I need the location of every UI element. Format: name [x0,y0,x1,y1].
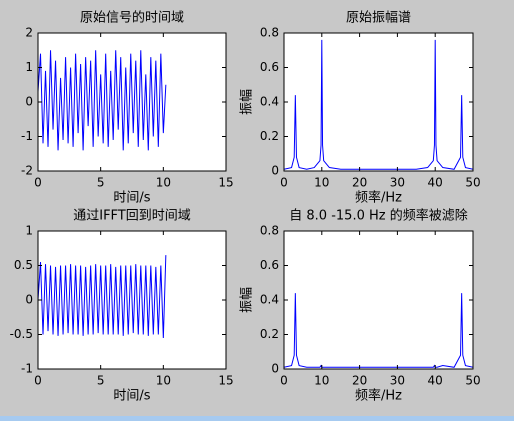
x-tick-label: 0 [34,374,42,388]
x-tick-label: 20 [352,176,367,190]
x-tick-label: 10 [314,374,329,388]
y-tick-label: 2 [25,26,33,40]
x-tick-label: 30 [390,176,405,190]
plot-area [284,231,473,369]
x-tick-label: 15 [218,374,233,388]
y-tick-label: 0.4 [260,95,279,109]
x-axis-label: 时间/s [113,389,150,404]
x-tick-label: 10 [156,176,171,190]
y-tick-label: 0 [25,293,33,307]
chart-title: 通过IFFT回到时间域 [73,209,191,224]
y-tick-label: 0.8 [260,224,279,238]
x-tick-label: 50 [465,176,480,190]
y-axis-label: 振幅 [240,287,255,313]
x-axis-label: 频率/Hz [355,190,402,206]
y-tick-label: -1 [21,362,33,376]
y-tick-label: -1 [21,129,33,143]
x-tick-label: 5 [97,176,105,190]
x-tick-label: 10 [314,176,329,190]
chart-title: 原始信号的时间域 [80,10,184,26]
x-tick-label: 50 [465,374,480,388]
x-tick-label: 5 [97,374,105,388]
y-tick-label: 0.4 [260,293,279,307]
x-axis-label: 时间/s [113,191,150,206]
window-edge [0,416,514,421]
x-tick-label: 40 [428,176,443,190]
chart-title: 自 8.0 -15.0 Hz 的频率被滤除 [289,208,467,224]
y-tick-label: 0 [271,164,279,178]
y-tick-label: 0 [25,95,33,109]
y-tick-label: 1 [25,224,33,238]
data-line [283,293,474,368]
y-tick-label: 1 [25,60,33,74]
y-tick-label: 0.8 [260,26,279,40]
x-axis-label: 频率/Hz [355,388,402,404]
x-tick-label: 30 [390,374,405,388]
x-tick-label: 0 [34,176,42,190]
y-tick-label: 0.2 [260,327,279,341]
x-tick-label: 0 [280,374,288,388]
y-tick-label: -2 [21,164,33,178]
data-line [283,39,474,170]
y-tick-label: 0 [271,362,279,376]
x-tick-label: 40 [428,374,443,388]
y-tick-label: 0.5 [14,258,33,272]
chart-title: 原始振幅谱 [346,11,411,26]
x-tick-label: 15 [218,176,233,190]
x-tick-label: 10 [156,374,171,388]
data-line [37,50,167,151]
y-tick-label: 0.6 [260,258,279,272]
x-tick-label: 20 [352,374,367,388]
y-tick-label: 0.6 [260,60,279,74]
y-axis-label: 振幅 [240,89,255,115]
y-tick-label: 0.2 [260,129,279,143]
plot-area [284,33,473,171]
x-tick-label: 0 [280,176,288,190]
y-tick-label: -0.5 [10,327,33,341]
data-line [37,255,167,338]
